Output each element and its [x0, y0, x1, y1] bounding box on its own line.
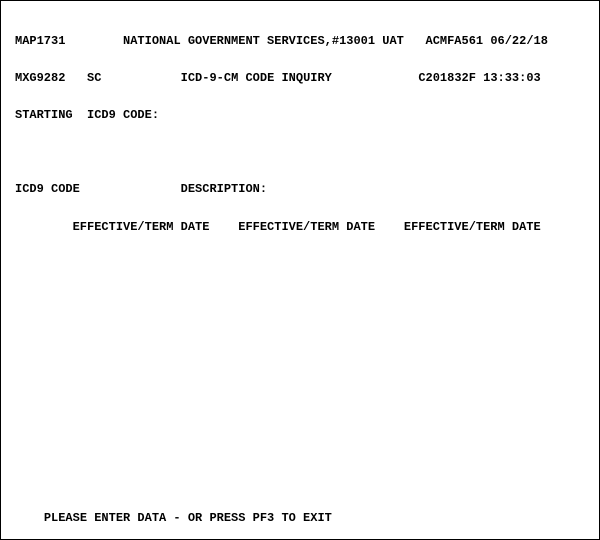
date: 06/22/18: [490, 34, 548, 48]
screen-id: MAP1731: [15, 34, 65, 48]
column-header-row-2: EFFECTIVE/TERM DATE EFFECTIVE/TERM DATE …: [15, 218, 585, 237]
description-header: DESCRIPTION:: [181, 182, 267, 196]
eff-term-header-2: EFFECTIVE/TERM DATE: [238, 220, 375, 234]
terminal-screen: MAP1731 NATIONAL GOVERNMENT SERVICES,#13…: [1, 1, 599, 267]
blank-row: [15, 143, 585, 162]
footer-row: PLEASE ENTER DATA - OR PRESS PF3 TO EXIT: [15, 511, 332, 525]
column-header-row-1: ICD9 CODE DESCRIPTION:: [15, 180, 585, 199]
starting-code-row: STARTING ICD9 CODE:: [15, 106, 585, 125]
program-id: ACMFA561: [426, 34, 484, 48]
header-row-1: MAP1731 NATIONAL GOVERNMENT SERVICES,#13…: [15, 32, 585, 51]
eff-term-header-3: EFFECTIVE/TERM DATE: [404, 220, 541, 234]
screen-title: ICD-9-CM CODE INQUIRY: [181, 71, 332, 85]
starting-code-label: STARTING ICD9 CODE:: [15, 108, 159, 122]
session-id: C201832F: [418, 71, 476, 85]
time: 13:33:03: [483, 71, 541, 85]
terminal-id: MXG9282: [15, 71, 65, 85]
sc-code: SC: [87, 71, 101, 85]
icd9-code-header: ICD9 CODE: [15, 182, 80, 196]
header-row-2: MXG9282 SC ICD-9-CM CODE INQUIRY C201832…: [15, 69, 585, 88]
org-line: NATIONAL GOVERNMENT SERVICES,#13001 UAT: [123, 34, 404, 48]
eff-term-header-1: EFFECTIVE/TERM DATE: [73, 220, 210, 234]
footer-prompt: PLEASE ENTER DATA - OR PRESS PF3 TO EXIT: [44, 511, 332, 525]
